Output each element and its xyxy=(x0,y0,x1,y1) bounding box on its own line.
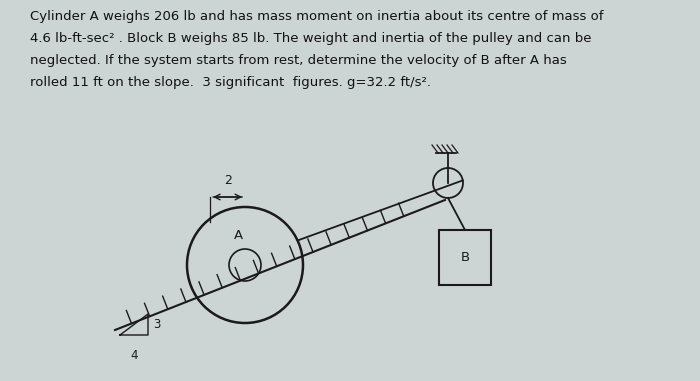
Text: B: B xyxy=(461,251,470,264)
Text: A: A xyxy=(233,229,243,242)
Text: neglected. If the system starts from rest, determine the velocity of B after A h: neglected. If the system starts from res… xyxy=(30,54,567,67)
Text: 4: 4 xyxy=(130,349,138,362)
Text: 4.6 lb-ft-sec² . Block B weighs 85 lb. The weight and inertia of the pulley and : 4.6 lb-ft-sec² . Block B weighs 85 lb. T… xyxy=(30,32,592,45)
Text: 2: 2 xyxy=(224,174,232,187)
Text: 3: 3 xyxy=(153,319,160,331)
Bar xyxy=(439,230,491,285)
Text: Cylinder A weighs 206 lb and has mass moment on inertia about its centre of mass: Cylinder A weighs 206 lb and has mass mo… xyxy=(30,10,603,23)
Text: rolled 11 ft on the slope.  3 significant  figures. g=32.2 ft/s².: rolled 11 ft on the slope. 3 significant… xyxy=(30,76,431,89)
